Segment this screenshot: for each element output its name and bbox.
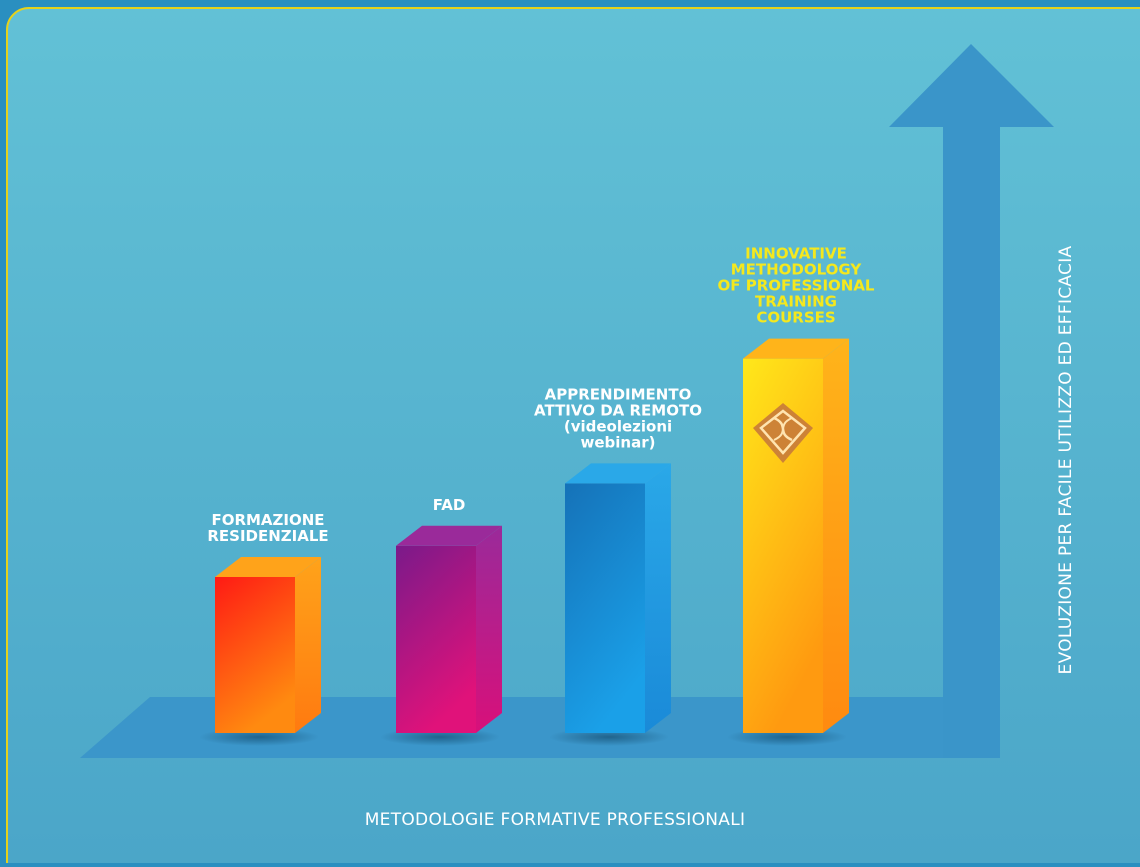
x-axis-title: METODOLOGIE FORMATIVE PROFESSIONALI [365,810,746,830]
category-label-line: FAD [433,496,466,514]
bar-side-face [295,557,321,733]
bar-front-face [396,545,476,733]
category-label-2: FAD [433,496,466,514]
bar-2 [380,525,502,746]
bar-side-face [823,338,849,733]
bar-top-face [396,525,502,546]
bar-side-face [645,463,671,733]
bar-4 [727,338,849,746]
category-labels: FORMAZIONE RESIDENZIALE FAD APPRENDIMENTO AT… [207,245,875,545]
bar-3 [549,463,671,746]
category-label-line: INNOVATIVE [745,245,847,263]
category-label-3: APPRENDIMENTO ATTIVO DA REMOTO (videolezio… [534,385,702,451]
y-axis-arrowhead [889,44,1054,127]
category-label-line: METHODOLOGY [731,261,863,279]
bar-front-face [215,577,295,733]
category-label-line: (videolezioni [564,417,672,435]
y-axis-title: EVOLUZIONE PER FACILE UTILIZZO ED EFFICA… [1056,245,1076,674]
y-axis-shaft [943,126,1000,758]
category-label-line: COURSES [756,309,835,327]
category-label-line: RESIDENZIALE [207,527,328,545]
bar-1 [199,557,321,746]
bar-side-face [476,525,502,733]
bar-top-face [565,463,671,484]
category-label-1: FORMAZIONE RESIDENZIALE [207,511,328,545]
category-label-line: FORMAZIONE [211,511,324,529]
category-label-line: webinar) [581,433,656,451]
logo-emblem-icon [753,403,813,463]
category-label-line: APPRENDIMENTO [545,385,692,403]
bar-top-face [743,338,849,359]
bar-top-face [215,557,321,577]
bar-front-face [565,483,645,733]
category-label-line: OF PROFESSIONAL [718,277,875,295]
category-label-line: ATTIVO DA REMOTO [534,401,702,419]
category-label-line: TRAINING [755,293,837,311]
category-label-4: INNOVATIVE METHODOLOGY OF PROFESSIONAL TRAI… [718,245,875,327]
